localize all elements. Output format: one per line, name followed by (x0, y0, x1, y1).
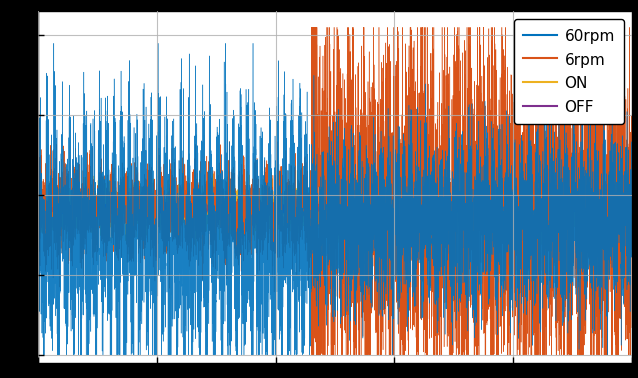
Legend: 60rpm, 6rpm, ON, OFF: 60rpm, 6rpm, ON, OFF (514, 19, 624, 124)
